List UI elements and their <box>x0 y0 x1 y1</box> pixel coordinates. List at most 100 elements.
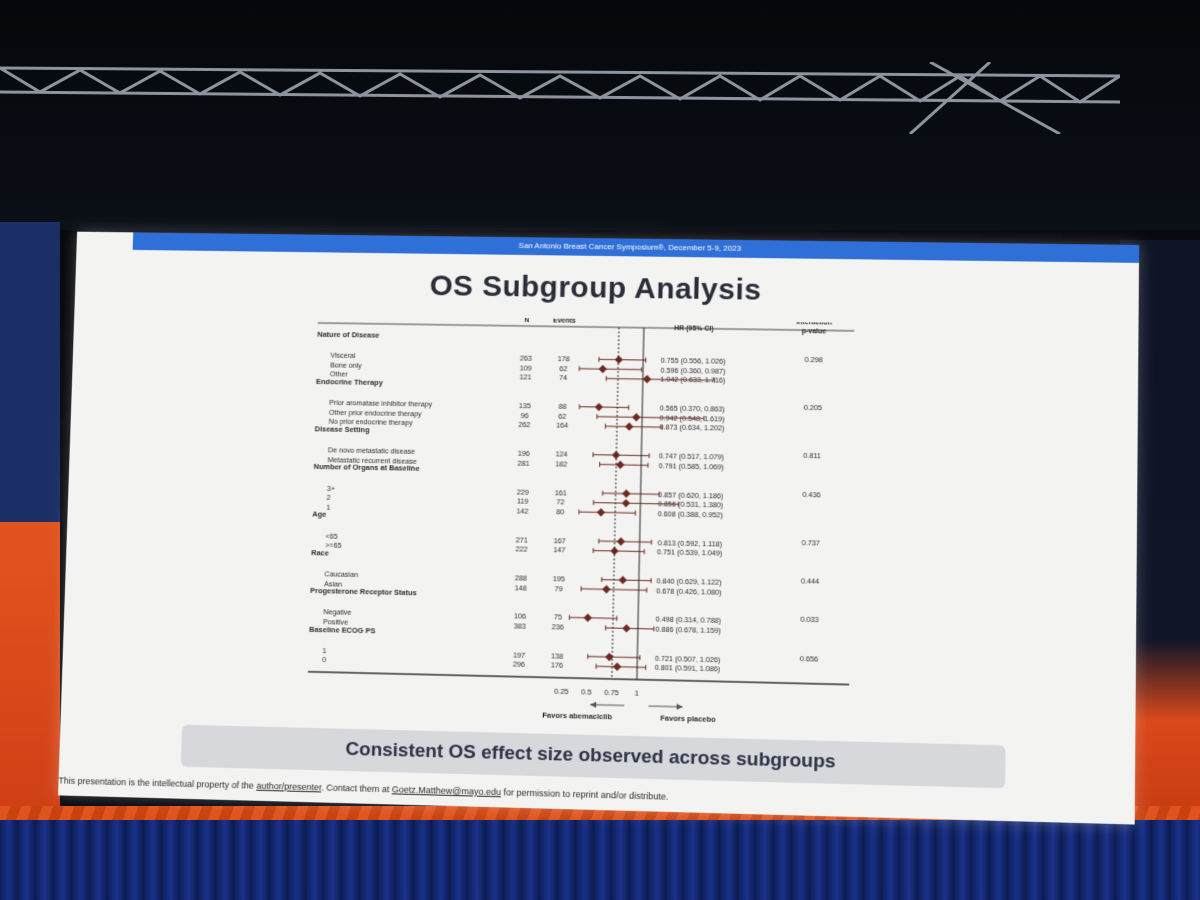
x-tick-label: 0.5 <box>581 687 592 696</box>
ci-whisker <box>569 617 616 618</box>
ci-whisker <box>593 455 649 456</box>
hr-ci-value: 0.721 (0.507, 1.026) <box>655 654 720 664</box>
hr-ci-value: 0.840 (0.629, 1.122) <box>656 577 721 587</box>
n-value: 281 <box>517 459 529 467</box>
ci-whisker <box>599 541 652 542</box>
stage-panel-left <box>0 222 60 822</box>
interaction-p-value: 0.436 <box>802 491 820 499</box>
n-value: 148 <box>515 584 527 592</box>
interaction-p-value: 0.444 <box>801 577 819 586</box>
interaction-p-value: 0.737 <box>802 539 820 547</box>
col-header-p-1: Interaction <box>796 319 832 327</box>
hr-point-marker <box>583 614 592 623</box>
events-value: 79 <box>555 585 563 593</box>
x-tick-label: 0.75 <box>604 688 619 698</box>
ci-whisker <box>588 656 640 657</box>
n-value: 121 <box>519 374 531 382</box>
subgroup-label: Bone only <box>330 361 362 369</box>
slide-header-bar: San Antonio Breast Cancer Symposium®, De… <box>133 232 1140 263</box>
col-header-n: N <box>524 317 529 324</box>
subgroup-label: De novo metastatic disease <box>328 446 415 456</box>
subgroup-label: 0 <box>322 656 326 664</box>
hr-ci-value: 0.498 (0.314, 0.788) <box>656 616 721 626</box>
events-value: 147 <box>553 546 565 554</box>
interaction-p-value: 0.811 <box>803 452 821 460</box>
n-value: 197 <box>513 651 525 659</box>
slide-title: OS Subgroup Analysis <box>407 269 785 308</box>
subgroup-heading: Baseline ECOG PS <box>309 624 376 635</box>
events-value: 62 <box>559 365 567 373</box>
x-tick-label: 0.25 <box>554 687 569 697</box>
n-value: 262 <box>518 421 530 429</box>
key-message-banner: Consistent OS effect size observed acros… <box>181 725 1006 789</box>
n-value: 135 <box>519 402 531 410</box>
interaction-p-value: 0.298 <box>804 356 822 364</box>
events-value: 80 <box>556 508 564 516</box>
hr-ci-value: 0.755 (0.556, 1.026) <box>661 357 726 366</box>
subgroup-heading: Race <box>311 548 329 557</box>
n-value: 271 <box>516 536 528 544</box>
subgroup-label: 3+ <box>327 484 335 492</box>
events-value: 75 <box>554 614 562 622</box>
x-tick-label: 1 <box>634 688 638 697</box>
subgroup-heading: Nature of Disease <box>317 330 379 340</box>
n-value: 263 <box>520 355 532 363</box>
favors-right-arrowhead <box>677 704 683 710</box>
stage-curtain <box>0 820 1200 900</box>
favors-left-label: Favors abemaciclib <box>542 710 612 721</box>
author-link[interactable]: author/presenter <box>256 781 321 793</box>
hr-ci-value: 0.791 (0.585, 1.069) <box>659 462 724 471</box>
conference-header: San Antonio Breast Cancer Symposium®, De… <box>133 232 1140 263</box>
subgroup-label: <65 <box>325 532 337 540</box>
ci-whisker <box>605 426 662 427</box>
n-value: 106 <box>514 613 526 621</box>
hr-point-marker <box>625 422 634 431</box>
hr-point-marker <box>613 662 622 671</box>
hr-point-marker <box>622 489 631 498</box>
hr-ci-value: 0.747 (0.517, 1.079) <box>659 452 724 461</box>
hr-ci-value: 0.596 (0.360, 0.987) <box>661 366 726 375</box>
email-link[interactable]: Goetz.Matthew@mayo.edu <box>392 784 501 797</box>
footer-text-3: for permission to reprint and/or distrib… <box>501 787 669 802</box>
subgroup-label: Prior aromatase inhibitor therapy <box>329 399 432 409</box>
hr-ci-value: 0.857 (0.620, 1.186) <box>658 491 723 500</box>
subgroup-heading: Endocrine Therapy <box>316 377 384 387</box>
subgroup-label: Visceral <box>330 352 356 360</box>
col-header-p-2: p-value <box>802 328 827 335</box>
n-value: 109 <box>520 364 532 372</box>
events-value: 195 <box>553 575 565 583</box>
ci-whisker <box>579 369 641 370</box>
x-axis-line <box>308 672 849 685</box>
subgroup-heading: Disease Setting <box>315 424 371 434</box>
events-value: 74 <box>559 374 567 382</box>
forest-plot: N Events HR (95% CI) Interactionp-value Natu… <box>307 315 855 735</box>
hr-point-marker <box>622 624 631 633</box>
events-value: 124 <box>555 451 567 459</box>
footer-text-1: This presentation is the intellectual pr… <box>58 775 256 790</box>
hr-point-marker <box>622 499 631 508</box>
events-value: 161 <box>555 489 567 497</box>
subgroup-label: Other prior endocrine therapy <box>329 408 422 418</box>
n-value: 296 <box>513 661 525 669</box>
subgroup-heading: Number of Organs at Baseline <box>314 462 420 473</box>
lighting-truss <box>0 62 1120 134</box>
hr-point-marker <box>595 403 604 411</box>
ci-whisker <box>579 407 628 408</box>
n-value: 383 <box>514 622 526 630</box>
ci-whisker <box>603 493 660 494</box>
hr-ci-value: 0.813 (0.592, 1.118) <box>657 539 722 548</box>
subgroup-label: 1 <box>326 503 330 511</box>
hr-point-marker <box>617 537 626 546</box>
hr-ci-value: 0.565 (0.370, 0.863) <box>660 405 725 414</box>
key-message-text: Consistent OS effect size observed acros… <box>181 725 1006 789</box>
hr-ci-value: 0.886 (0.678, 1.159) <box>656 625 721 635</box>
header-rule <box>318 323 855 331</box>
n-value: 119 <box>517 498 529 506</box>
hr-point-marker <box>643 375 652 383</box>
events-value: 62 <box>558 412 566 420</box>
events-value: 72 <box>556 498 564 506</box>
n-value: 196 <box>518 450 530 458</box>
hr-point-marker <box>602 585 611 594</box>
events-value: 164 <box>556 422 568 430</box>
footer-text-2: . Contact them at <box>321 782 392 794</box>
